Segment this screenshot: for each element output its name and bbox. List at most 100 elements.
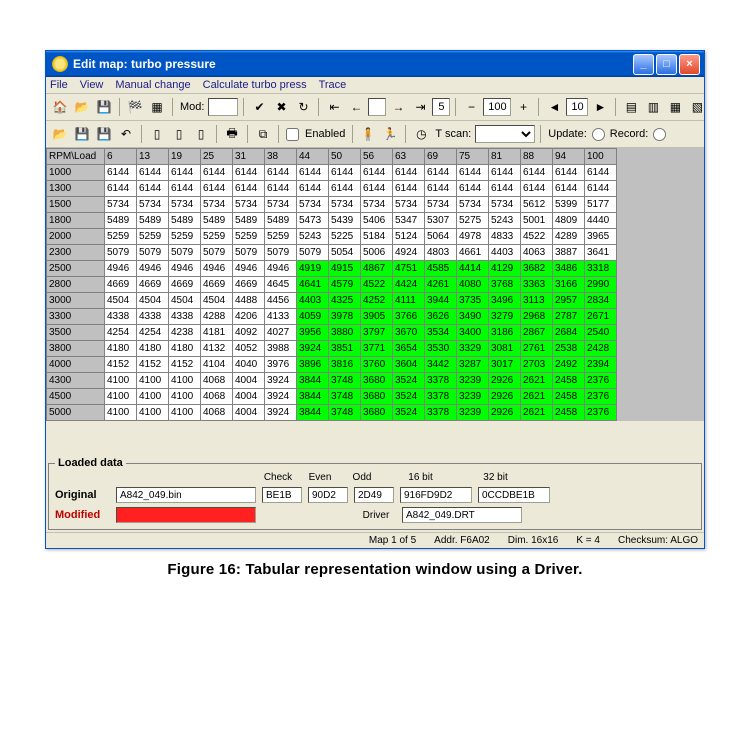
maximize-button[interactable]: □ <box>656 54 677 75</box>
grid-cell[interactable]: 4252 <box>361 293 393 309</box>
grid-cell[interactable]: 3680 <box>361 373 393 389</box>
grid-cell[interactable]: 5734 <box>201 197 233 213</box>
grid-cell[interactable]: 2787 <box>553 309 585 325</box>
grid-cell[interactable]: 4456 <box>265 293 297 309</box>
grid-cell[interactable]: 2926 <box>489 405 521 421</box>
grid-col-header[interactable]: 50 <box>329 149 361 165</box>
check-icon[interactable]: ✔ <box>249 97 269 117</box>
menu-view[interactable]: View <box>80 79 104 91</box>
grid-cell[interactable]: 4100 <box>137 389 169 405</box>
grid-cell[interactable]: 4585 <box>425 261 457 277</box>
grid-cell[interactable]: 4068 <box>201 389 233 405</box>
zoom-input[interactable] <box>483 98 511 116</box>
grid-col-header[interactable]: 56 <box>361 149 393 165</box>
grid-cell[interactable]: 4867 <box>361 261 393 277</box>
grid-cell[interactable]: 5006 <box>361 245 393 261</box>
grid-cell[interactable]: 5489 <box>233 213 265 229</box>
grid-cell[interactable]: 2376 <box>585 405 617 421</box>
grid-cell[interactable]: 3524 <box>393 389 425 405</box>
grid-cell[interactable]: 2621 <box>521 373 553 389</box>
grid-cell[interactable]: 3965 <box>585 229 617 245</box>
grid-row-header[interactable]: 3500 <box>47 325 105 341</box>
grid-row-header[interactable]: 1000 <box>47 165 105 181</box>
grid-cell[interactable]: 4261 <box>425 277 457 293</box>
grid-cell[interactable]: 4100 <box>137 405 169 421</box>
grid-cell[interactable]: 4100 <box>169 373 201 389</box>
grid-cell[interactable]: 4751 <box>393 261 425 277</box>
grid-cell[interactable]: 3604 <box>393 357 425 373</box>
menu-manual-change[interactable]: Manual change <box>115 79 190 91</box>
grid-cell[interactable]: 5734 <box>297 197 329 213</box>
grid-cell[interactable]: 5347 <box>393 213 425 229</box>
grid-cell[interactable]: 3534 <box>425 325 457 341</box>
grid-row-header[interactable]: 3800 <box>47 341 105 357</box>
grid-cell[interactable]: 6144 <box>201 181 233 197</box>
grid-cell[interactable]: 3081 <box>489 341 521 357</box>
grid-cell[interactable]: 2703 <box>521 357 553 373</box>
grid-cell[interactable]: 3363 <box>521 277 553 293</box>
grid-cell[interactable]: 6144 <box>585 165 617 181</box>
grid-cell[interactable]: 3524 <box>393 373 425 389</box>
grid-cell[interactable]: 4414 <box>457 261 489 277</box>
grid-col-header[interactable]: 31 <box>233 149 265 165</box>
grid-cell[interactable]: 3844 <box>297 405 329 421</box>
grid-cell[interactable]: 3735 <box>457 293 489 309</box>
grid-cell[interactable]: 5489 <box>169 213 201 229</box>
grid-cell[interactable]: 4289 <box>553 229 585 245</box>
grid-col-header[interactable]: 25 <box>201 149 233 165</box>
grid-cell[interactable]: 2926 <box>489 389 521 405</box>
grid-cell[interactable]: 5259 <box>233 229 265 245</box>
grid-cell[interactable]: 3766 <box>393 309 425 325</box>
grid-cell[interactable]: 4488 <box>233 293 265 309</box>
grid-cell[interactable]: 5243 <box>489 213 521 229</box>
grid-cell[interactable]: 6144 <box>457 181 489 197</box>
grid-cell[interactable]: 6144 <box>169 165 201 181</box>
grid-cell[interactable]: 5399 <box>553 197 585 213</box>
grid-cell[interactable]: 3851 <box>329 341 361 357</box>
grid-cell[interactable]: 5259 <box>105 229 137 245</box>
grid-cell[interactable]: 4946 <box>201 261 233 277</box>
grid-cell[interactable]: 3887 <box>553 245 585 261</box>
grid-col-header[interactable]: 19 <box>169 149 201 165</box>
grid-cell[interactable]: 3626 <box>425 309 457 325</box>
grid-cell[interactable]: 4338 <box>137 309 169 325</box>
grid-cell[interactable]: 3944 <box>425 293 457 309</box>
nav1-icon[interactable]: ⇤ <box>324 97 344 117</box>
panel2-icon[interactable]: ▯ <box>169 124 189 144</box>
grid-col-header[interactable]: 6 <box>105 149 137 165</box>
mod-input[interactable] <box>208 98 238 116</box>
grid-row-header[interactable]: 2500 <box>47 261 105 277</box>
grid-cell[interactable]: 4254 <box>105 325 137 341</box>
enabled-checkbox[interactable] <box>286 128 299 141</box>
save-icon[interactable]: 💾 <box>94 97 114 117</box>
grid-cell[interactable]: 3748 <box>329 389 361 405</box>
grid-cell[interactable]: 5489 <box>137 213 169 229</box>
grid-cell[interactable]: 5734 <box>425 197 457 213</box>
grid-cell[interactable]: 5473 <box>297 213 329 229</box>
minimize-button[interactable]: _ <box>633 54 654 75</box>
grid-cell[interactable]: 5225 <box>329 229 361 245</box>
grid-cell[interactable]: 5734 <box>361 197 393 213</box>
grid-cell[interactable]: 4579 <box>329 277 361 293</box>
grid-cell[interactable]: 3442 <box>425 357 457 373</box>
grid-cell[interactable]: 2867 <box>521 325 553 341</box>
grid-cell[interactable]: 3530 <box>425 341 457 357</box>
grid-cell[interactable]: 3771 <box>361 341 393 357</box>
grid-icon[interactable]: ▦ <box>147 97 167 117</box>
grid-cell[interactable]: 4440 <box>585 213 617 229</box>
grid-cell[interactable]: 2376 <box>585 373 617 389</box>
grid-cell[interactable]: 3924 <box>297 341 329 357</box>
grid-cell[interactable]: 4669 <box>169 277 201 293</box>
grid-cell[interactable]: 2492 <box>553 357 585 373</box>
grid-cell[interactable]: 3748 <box>329 405 361 421</box>
grid-cell[interactable]: 4004 <box>233 389 265 405</box>
grid-cell[interactable]: 6144 <box>585 181 617 197</box>
grid-cell[interactable]: 5275 <box>457 213 489 229</box>
grid-cell[interactable]: 3279 <box>489 309 521 325</box>
grid-cell[interactable]: 5734 <box>393 197 425 213</box>
flag-icon[interactable]: 🏁 <box>125 97 145 117</box>
grid-cell[interactable]: 2990 <box>585 277 617 293</box>
grid-cell[interactable]: 6144 <box>425 165 457 181</box>
saveall-icon[interactable]: 💾 <box>94 124 114 144</box>
grid-cell[interactable]: 3896 <box>297 357 329 373</box>
